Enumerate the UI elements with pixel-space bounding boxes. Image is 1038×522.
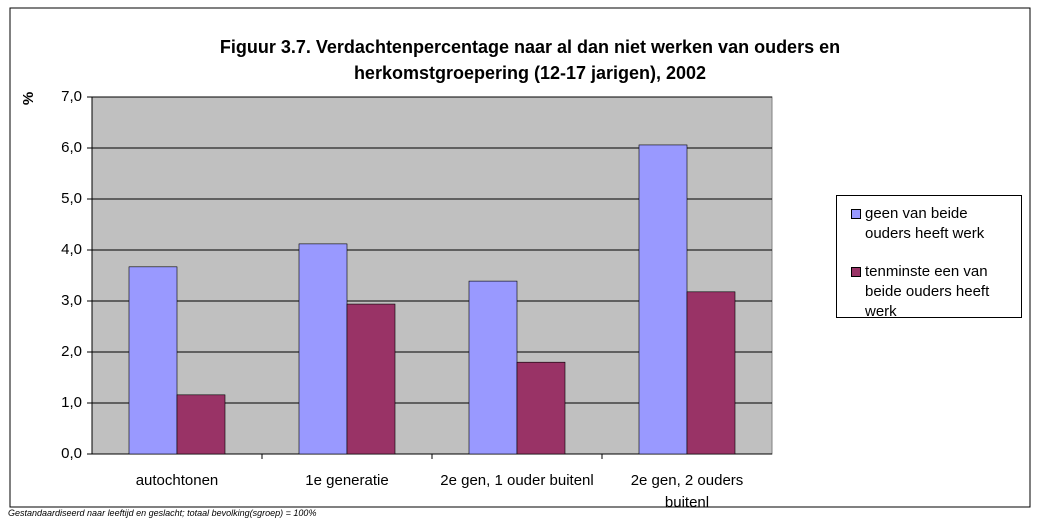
y-axis-label: % xyxy=(20,91,38,106)
chart-border xyxy=(9,7,1031,508)
bar xyxy=(128,266,178,455)
y-tick-label: 7,0 xyxy=(61,88,82,105)
bar xyxy=(686,291,736,455)
y-tick-label: 4,0 xyxy=(61,241,82,258)
footnote: Gestandaardiseerd naar leeftijd en gesla… xyxy=(8,508,317,518)
x-tick-label: 2e gen, 2 ouders buitenl xyxy=(630,472,744,511)
x-tick-label: autochtonen xyxy=(135,472,219,489)
x-tick-label: 2e gen, 1 ouder buitenl xyxy=(440,472,594,489)
y-tick-label: 0,0 xyxy=(61,445,82,462)
chart-title: Figuur 3.7. Verdachtenpercentage naar al… xyxy=(219,37,841,83)
bar xyxy=(468,280,518,455)
legend-swatch xyxy=(851,267,861,277)
bar xyxy=(346,303,396,455)
bar xyxy=(298,243,348,455)
legend: geen van beide ouders heeft werk tenminst… xyxy=(836,195,1022,320)
bar xyxy=(516,361,566,455)
y-tick-label: 3,0 xyxy=(61,292,82,309)
y-tick-label: 2,0 xyxy=(61,343,82,360)
legend-swatch xyxy=(851,209,861,219)
bar xyxy=(638,144,688,455)
bar xyxy=(176,394,226,455)
x-tick-label: 1e generatie xyxy=(305,472,389,489)
y-tick-label: 1,0 xyxy=(61,394,82,411)
y-tick-label: 5,0 xyxy=(61,190,82,207)
legend-item: geen van beide ouders heeft werk xyxy=(851,204,1011,244)
legend-item: tenminste een van beide ouders heeft wer… xyxy=(851,262,1011,322)
legend-label: tenminste een van beide ouders heeft wer… xyxy=(865,263,990,320)
legend-label: geen van beide ouders heeft werk xyxy=(865,205,985,242)
y-tick-label: 6,0 xyxy=(61,139,82,156)
